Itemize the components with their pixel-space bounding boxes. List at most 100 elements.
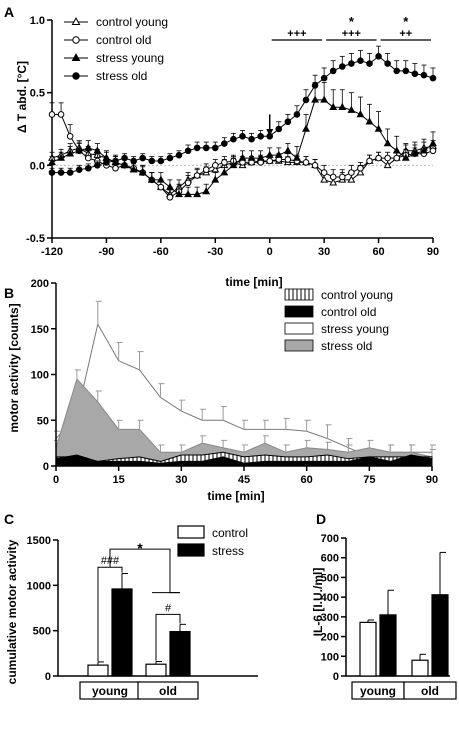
chart-b-legend-swatch bbox=[284, 288, 314, 301]
chart-a-point-stress-young bbox=[247, 153, 256, 161]
chart-a-point-stress-old bbox=[329, 67, 337, 75]
chart-a-point-stress-old bbox=[193, 144, 201, 152]
chart-c-legend-swatch bbox=[177, 543, 205, 557]
chart-c-sig-label-between: * bbox=[137, 540, 143, 556]
chart-d-y-tick-label: 700 bbox=[321, 533, 339, 545]
chart-a-point-control-old bbox=[284, 156, 292, 163]
chart-a-point-control-old bbox=[366, 157, 373, 165]
chart-d-y-tick-label: 0 bbox=[333, 671, 339, 683]
chart-a-point-stress-young bbox=[401, 153, 410, 161]
chart-a-point-control-young bbox=[320, 175, 329, 183]
chart-d-y-tick-label: 200 bbox=[321, 632, 339, 644]
chart-a-point-stress-old bbox=[393, 67, 401, 75]
chart-c-sig-label-old: # bbox=[165, 602, 172, 614]
chart-a-point-stress-old bbox=[230, 135, 237, 143]
chart-d-bar-control-old bbox=[411, 659, 429, 677]
chart-a-legend-label: stress young bbox=[96, 51, 164, 65]
chart-b-x-tick-label: 30 bbox=[175, 474, 187, 486]
chart-c-sig-bracket-between bbox=[109, 548, 180, 594]
chart-a-point-stress-young bbox=[265, 150, 274, 158]
chart-a-point-stress-old bbox=[275, 125, 283, 133]
chart-a-point-stress-young bbox=[138, 168, 147, 176]
chart-a-point-stress-old bbox=[375, 53, 382, 60]
chart-a-ylabel: Δ T abd. [°C] bbox=[15, 61, 29, 133]
chart-b-x-tick-label: 15 bbox=[113, 474, 125, 486]
chart-a-point-stress-young bbox=[84, 143, 93, 151]
chart-a-point-stress-young bbox=[129, 165, 138, 173]
chart-a-y-tick-label: 0.5 bbox=[30, 88, 45, 100]
chart-a-point-stress-old bbox=[166, 154, 174, 162]
chart-c-bar-control-old bbox=[145, 663, 167, 677]
chart-b-y-tick-label: 100 bbox=[31, 370, 49, 382]
panel-label-c: C bbox=[4, 511, 14, 527]
chart-a-point-control-old bbox=[266, 157, 274, 165]
chart-a-point-stress-young bbox=[202, 187, 211, 195]
chart-c-legend-label: stress bbox=[212, 544, 244, 558]
chart-a-point-stress-young bbox=[147, 175, 156, 183]
chart-a-legend-label: control young bbox=[96, 15, 168, 29]
chart-a-legend-marker bbox=[72, 36, 80, 44]
chart-a-point-stress-young bbox=[238, 153, 247, 161]
chart-a-point-stress-old bbox=[384, 60, 391, 67]
chart-a-point-stress-old bbox=[293, 111, 301, 118]
chart-d-group-box-old bbox=[403, 681, 457, 700]
chart-a-point-control-old bbox=[375, 154, 382, 162]
chart-a-point-stress-old bbox=[284, 118, 292, 126]
chart-a-point-stress-young bbox=[420, 146, 428, 154]
chart-a-y-tick-label: 1.0 bbox=[30, 15, 45, 27]
chart-b-legend-label: control old bbox=[321, 305, 376, 319]
chart-a-point-stress-old bbox=[420, 71, 428, 79]
chart-a-point-stress-old bbox=[429, 74, 437, 82]
chart-a-point-stress-young bbox=[220, 168, 229, 176]
chart-a-point-stress-young bbox=[347, 105, 356, 113]
chart-a-point-stress-young bbox=[193, 190, 202, 198]
chart-b-legend-label: stress old bbox=[321, 339, 372, 353]
chart-a-point-control-old bbox=[329, 173, 337, 181]
chart-b-y-tick-label: 150 bbox=[31, 324, 49, 336]
chart-a-point-stress-young bbox=[293, 153, 301, 161]
chart-a-x-tick-label: 0 bbox=[267, 246, 273, 258]
chart-b-legend-label: control young bbox=[321, 288, 393, 302]
chart-a-sig-plus: ++ bbox=[399, 28, 412, 40]
chart-d-y-tick-label: 400 bbox=[321, 592, 339, 604]
chart-a-point-control-old bbox=[429, 147, 437, 155]
chart-a-sig-plus: +++ bbox=[287, 28, 306, 40]
chart-a-point-stress-young bbox=[365, 117, 374, 125]
chart-a-y-tick-label: 0.0 bbox=[30, 160, 45, 172]
chart-a-sig-plus: +++ bbox=[342, 28, 361, 40]
chart-b-legend-swatch bbox=[284, 322, 314, 335]
chart-a-point-stress-young bbox=[229, 160, 238, 169]
chart-a-sig-star: * bbox=[403, 14, 409, 29]
panel-label-b: B bbox=[4, 285, 14, 301]
chart-d-group-label-young: young bbox=[360, 684, 396, 698]
chart-d-y-tick-label: 600 bbox=[321, 553, 339, 565]
chart-c-bar-stress-old bbox=[169, 630, 191, 677]
chart-a-point-stress-old bbox=[66, 169, 74, 176]
chart-a-point-stress-young bbox=[156, 175, 165, 183]
chart-a-point-control-old bbox=[348, 169, 355, 176]
chart-b-ylabel: motor activity [counts] bbox=[7, 303, 21, 432]
chart-a-point-stress-young bbox=[175, 190, 183, 198]
chart-c-y-tick-label: 0 bbox=[45, 671, 51, 683]
chart-a-point-stress-young bbox=[66, 149, 75, 157]
chart-a-line-stress-young bbox=[51, 99, 434, 195]
chart-a-x-tick-label: -30 bbox=[207, 246, 223, 258]
chart-a-point-control-old bbox=[112, 164, 119, 172]
chart-a-point-stress-old bbox=[211, 144, 219, 152]
chart-c-y-tick-label: 1000 bbox=[27, 580, 51, 592]
chart-a-point-control-old bbox=[166, 194, 174, 201]
chart-b-x-tick-label: 75 bbox=[363, 474, 375, 486]
chart-a-point-control-young bbox=[356, 168, 365, 176]
chart-c-y-tick-label: 500 bbox=[33, 626, 51, 638]
chart-b-x-tick-label: 90 bbox=[426, 474, 438, 486]
chart-b-legend-label: stress young bbox=[321, 322, 389, 336]
chart-c-legend-swatch bbox=[177, 525, 205, 539]
chart-a-point-control-old bbox=[157, 183, 165, 191]
chart-a-point-control-old bbox=[338, 173, 346, 181]
chart-b-y-tick-label: 50 bbox=[37, 415, 49, 427]
chart-a-point-stress-old bbox=[320, 74, 328, 82]
chart-b-legend-swatch bbox=[284, 305, 314, 318]
chart-a-point-control-old bbox=[184, 179, 192, 187]
chart-a-legend-marker bbox=[72, 72, 80, 80]
